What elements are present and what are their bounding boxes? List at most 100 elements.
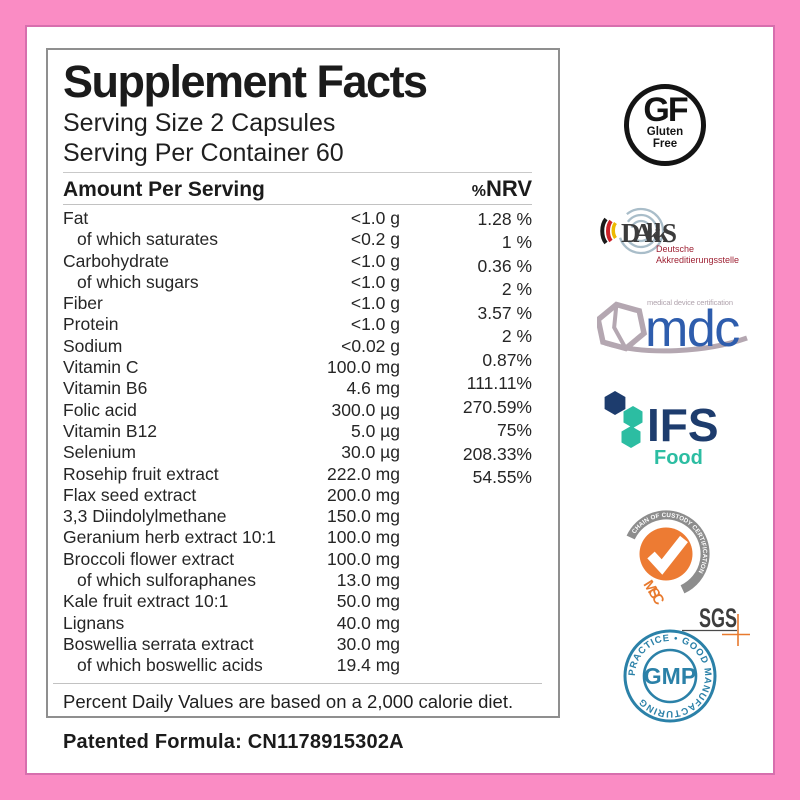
nrv-value: 54.55% <box>472 466 532 487</box>
nutrient-name: Carbohydrate <box>63 250 170 271</box>
nutrient-amount: 100.0 mg <box>327 548 400 569</box>
gmp-inner-ring-icon <box>642 648 698 704</box>
serving-size: Serving Size 2 Capsules <box>63 109 336 137</box>
table-row: Geranium herb extract 10:1 100.0 mg <box>63 527 400 548</box>
table-row: of which boswellic acids 19.4 mg <box>63 655 400 676</box>
table-row: Rosehip fruit extract 222.0 mg <box>63 464 400 485</box>
mdc-badge: medical device certification mdc <box>597 298 748 358</box>
supplement-facts-panel: Supplement Facts Serving Size 2 Capsules… <box>46 48 560 718</box>
gmp-center-text: GMP <box>644 663 696 689</box>
gluten-free-initials: GF <box>643 91 688 129</box>
nrv-value: 75% <box>496 420 532 441</box>
nrv-percent-sign: % <box>471 183 486 200</box>
sgs-wordmark: SGS <box>699 603 737 633</box>
nutrient-amount: <1.0 g <box>350 250 400 271</box>
footnote: Percent Daily Values are based on a 2,00… <box>63 690 514 712</box>
amount-per-serving-header: Amount Per Serving <box>63 178 265 201</box>
nutrient-name: Flax seed extract <box>63 484 197 505</box>
nrv-value: 2 % <box>501 326 532 347</box>
table-row: Flax seed extract 200.0 mg <box>63 485 400 506</box>
dakks-subtitle-line1: Deutsche <box>656 244 694 254</box>
patent-formula: Patented Formula: CN1178915302A <box>63 731 404 753</box>
nrv-header: %NRV <box>472 176 532 202</box>
nutrient-name: Fat <box>63 208 89 228</box>
table-row: Kale fruit extract 10:1 50.0 mg <box>63 591 400 612</box>
nutrient-rows: Fat <1.0 g of which saturates <0.2 g Carbo… <box>63 208 532 677</box>
nutrient-amount: <0.02 g <box>341 335 400 356</box>
nutrient-name: Rosehip fruit extract <box>63 463 219 484</box>
nutrient-name: 3,3 Diindolylmethane <box>63 506 227 527</box>
servings-per-container: Serving Per Container 60 <box>63 139 344 167</box>
nutrient-table: Fat <1.0 g of which saturates <0.2 g Carbo… <box>63 208 532 677</box>
nrv-stack: 1.28 % 1 % 0.36 % 2 % 3.57 % 2 % 0.87% 111.11% 2… <box>463 208 532 489</box>
nutrient-amount: 4.6 mg <box>346 378 401 399</box>
divider <box>63 172 532 173</box>
mdc-tagline: medical device certification <box>647 298 733 307</box>
nutrient-name: Fiber <box>63 293 103 314</box>
nutrient-amount: <1.0 g <box>350 208 400 228</box>
nutrient-amount: 30.0 µg <box>341 442 400 463</box>
german-flag-arcs-icon <box>600 217 617 245</box>
divider <box>53 682 542 684</box>
nutrient-amount: 222.0 mg <box>327 463 400 484</box>
nutrient-name: Selenium <box>63 442 136 463</box>
table-row: Vitamin C 100.0 mg <box>63 357 400 378</box>
nutrient-name: Folic acid <box>63 399 137 420</box>
nutrient-name: of which sulforaphanes <box>77 570 256 591</box>
nutrient-name: Kale fruit extract 10:1 <box>63 591 229 612</box>
ifs-category: Food <box>654 447 703 469</box>
nutrient-name: Vitamin B6 <box>63 378 148 399</box>
gluten-free-badge: GF Gluten Free <box>624 84 706 166</box>
msc-sgs-badge: CHAIN OF CUSTODY CERTIFICATION MSC SGS <box>626 510 750 646</box>
dakks-badge: DAkkS Deutsche Akkreditierungsstelle <box>600 207 739 265</box>
table-row: of which saturates <0.2 g <box>63 229 400 250</box>
nrv-value: 208.33% <box>462 443 532 464</box>
nutrient-amount: 19.4 mg <box>336 655 400 676</box>
nutrient-amount: 30.0 mg <box>336 633 400 654</box>
table-row: Selenium 30.0 µg <box>63 442 400 463</box>
msc-arc-icon <box>626 510 710 594</box>
nrv-value: 270.59% <box>462 396 532 417</box>
table-row: of which sulforaphanes 13.0 mg <box>63 570 400 591</box>
nutrient-name: Boswellia serrata extract <box>63 633 254 654</box>
table-row: Fat <1.0 g <box>63 208 400 229</box>
nutrient-name: Vitamin B12 <box>63 420 158 441</box>
mdc-wordmark: mdc <box>645 300 739 358</box>
ifs-food-badge: IFS Food <box>604 391 719 469</box>
nutrient-amount: 150.0 mg <box>327 506 400 527</box>
nrv-value: 1 % <box>501 232 532 253</box>
table-row: Lignans 40.0 mg <box>63 613 400 634</box>
table-row: Carbohydrate <1.0 g <box>63 251 400 272</box>
nutrient-amount: 50.0 mg <box>336 591 400 612</box>
nutrient-name: Lignans <box>63 612 125 633</box>
table-row: Broccoli flower extract 100.0 mg <box>63 549 400 570</box>
nutrient-amount: <1.0 g <box>350 314 400 335</box>
nutrient-amount: <1.0 g <box>350 293 400 314</box>
table-row: Boswellia serrata extract 30.0 mg <box>63 634 400 655</box>
nutrient-name: Sodium <box>63 335 123 356</box>
gmp-badge: PRACTICE • GOOD MANUFACTURING GMP <box>623 629 717 723</box>
nutrient-amount: 40.0 mg <box>336 612 400 633</box>
table-row: Fiber <1.0 g <box>63 293 400 314</box>
ifs-wordmark: IFS <box>647 399 719 451</box>
nrv-value: 3.57 % <box>477 302 532 323</box>
nutrient-name: Broccoli flower extract <box>63 548 235 569</box>
nrv-value: 0.87% <box>482 349 532 370</box>
sgs-crosshair-icon <box>722 614 750 646</box>
nutrient-amount: 5.0 µg <box>350 420 400 441</box>
nutrient-amount: <1.0 g <box>350 271 400 292</box>
divider <box>63 204 532 205</box>
nutrient-name: Protein <box>63 314 119 335</box>
ifs-hexagons-icon <box>604 391 643 448</box>
gluten-free-word1: Gluten <box>646 126 684 138</box>
nutrient-amount: 13.0 mg <box>336 570 400 591</box>
nutrient-name: Geranium herb extract 10:1 <box>63 527 277 548</box>
msc-org-text: MSC <box>640 578 668 609</box>
nrv-value: 111.11% <box>466 373 532 394</box>
gmp-outer-ring-icon <box>623 629 717 723</box>
dakks-subtitle-line2: Akkreditierungsstelle <box>656 255 739 265</box>
mdc-gem-icon <box>597 301 648 352</box>
nrv-value: 1.28 % <box>477 209 532 229</box>
nutrient-amount: 300.0 µg <box>331 399 400 420</box>
